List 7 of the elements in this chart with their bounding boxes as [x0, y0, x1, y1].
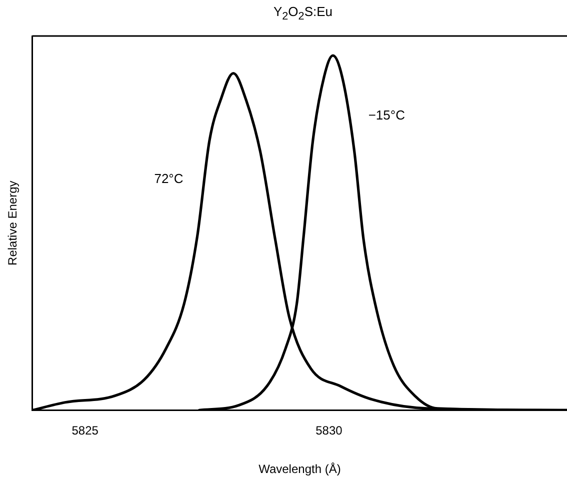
y-axis-title: Relative Energy [6, 180, 20, 266]
series-label: −15°C [368, 107, 405, 122]
x-tick-label: 5830 [316, 424, 343, 438]
x-axis-title: Wavelength (Å) [258, 462, 341, 476]
x-tick-label: 5825 [72, 424, 99, 438]
series-label: 72°C [154, 171, 184, 186]
chart-title: Y$_{2}$O$_{2}$S:Eu [272, 4, 334, 23]
